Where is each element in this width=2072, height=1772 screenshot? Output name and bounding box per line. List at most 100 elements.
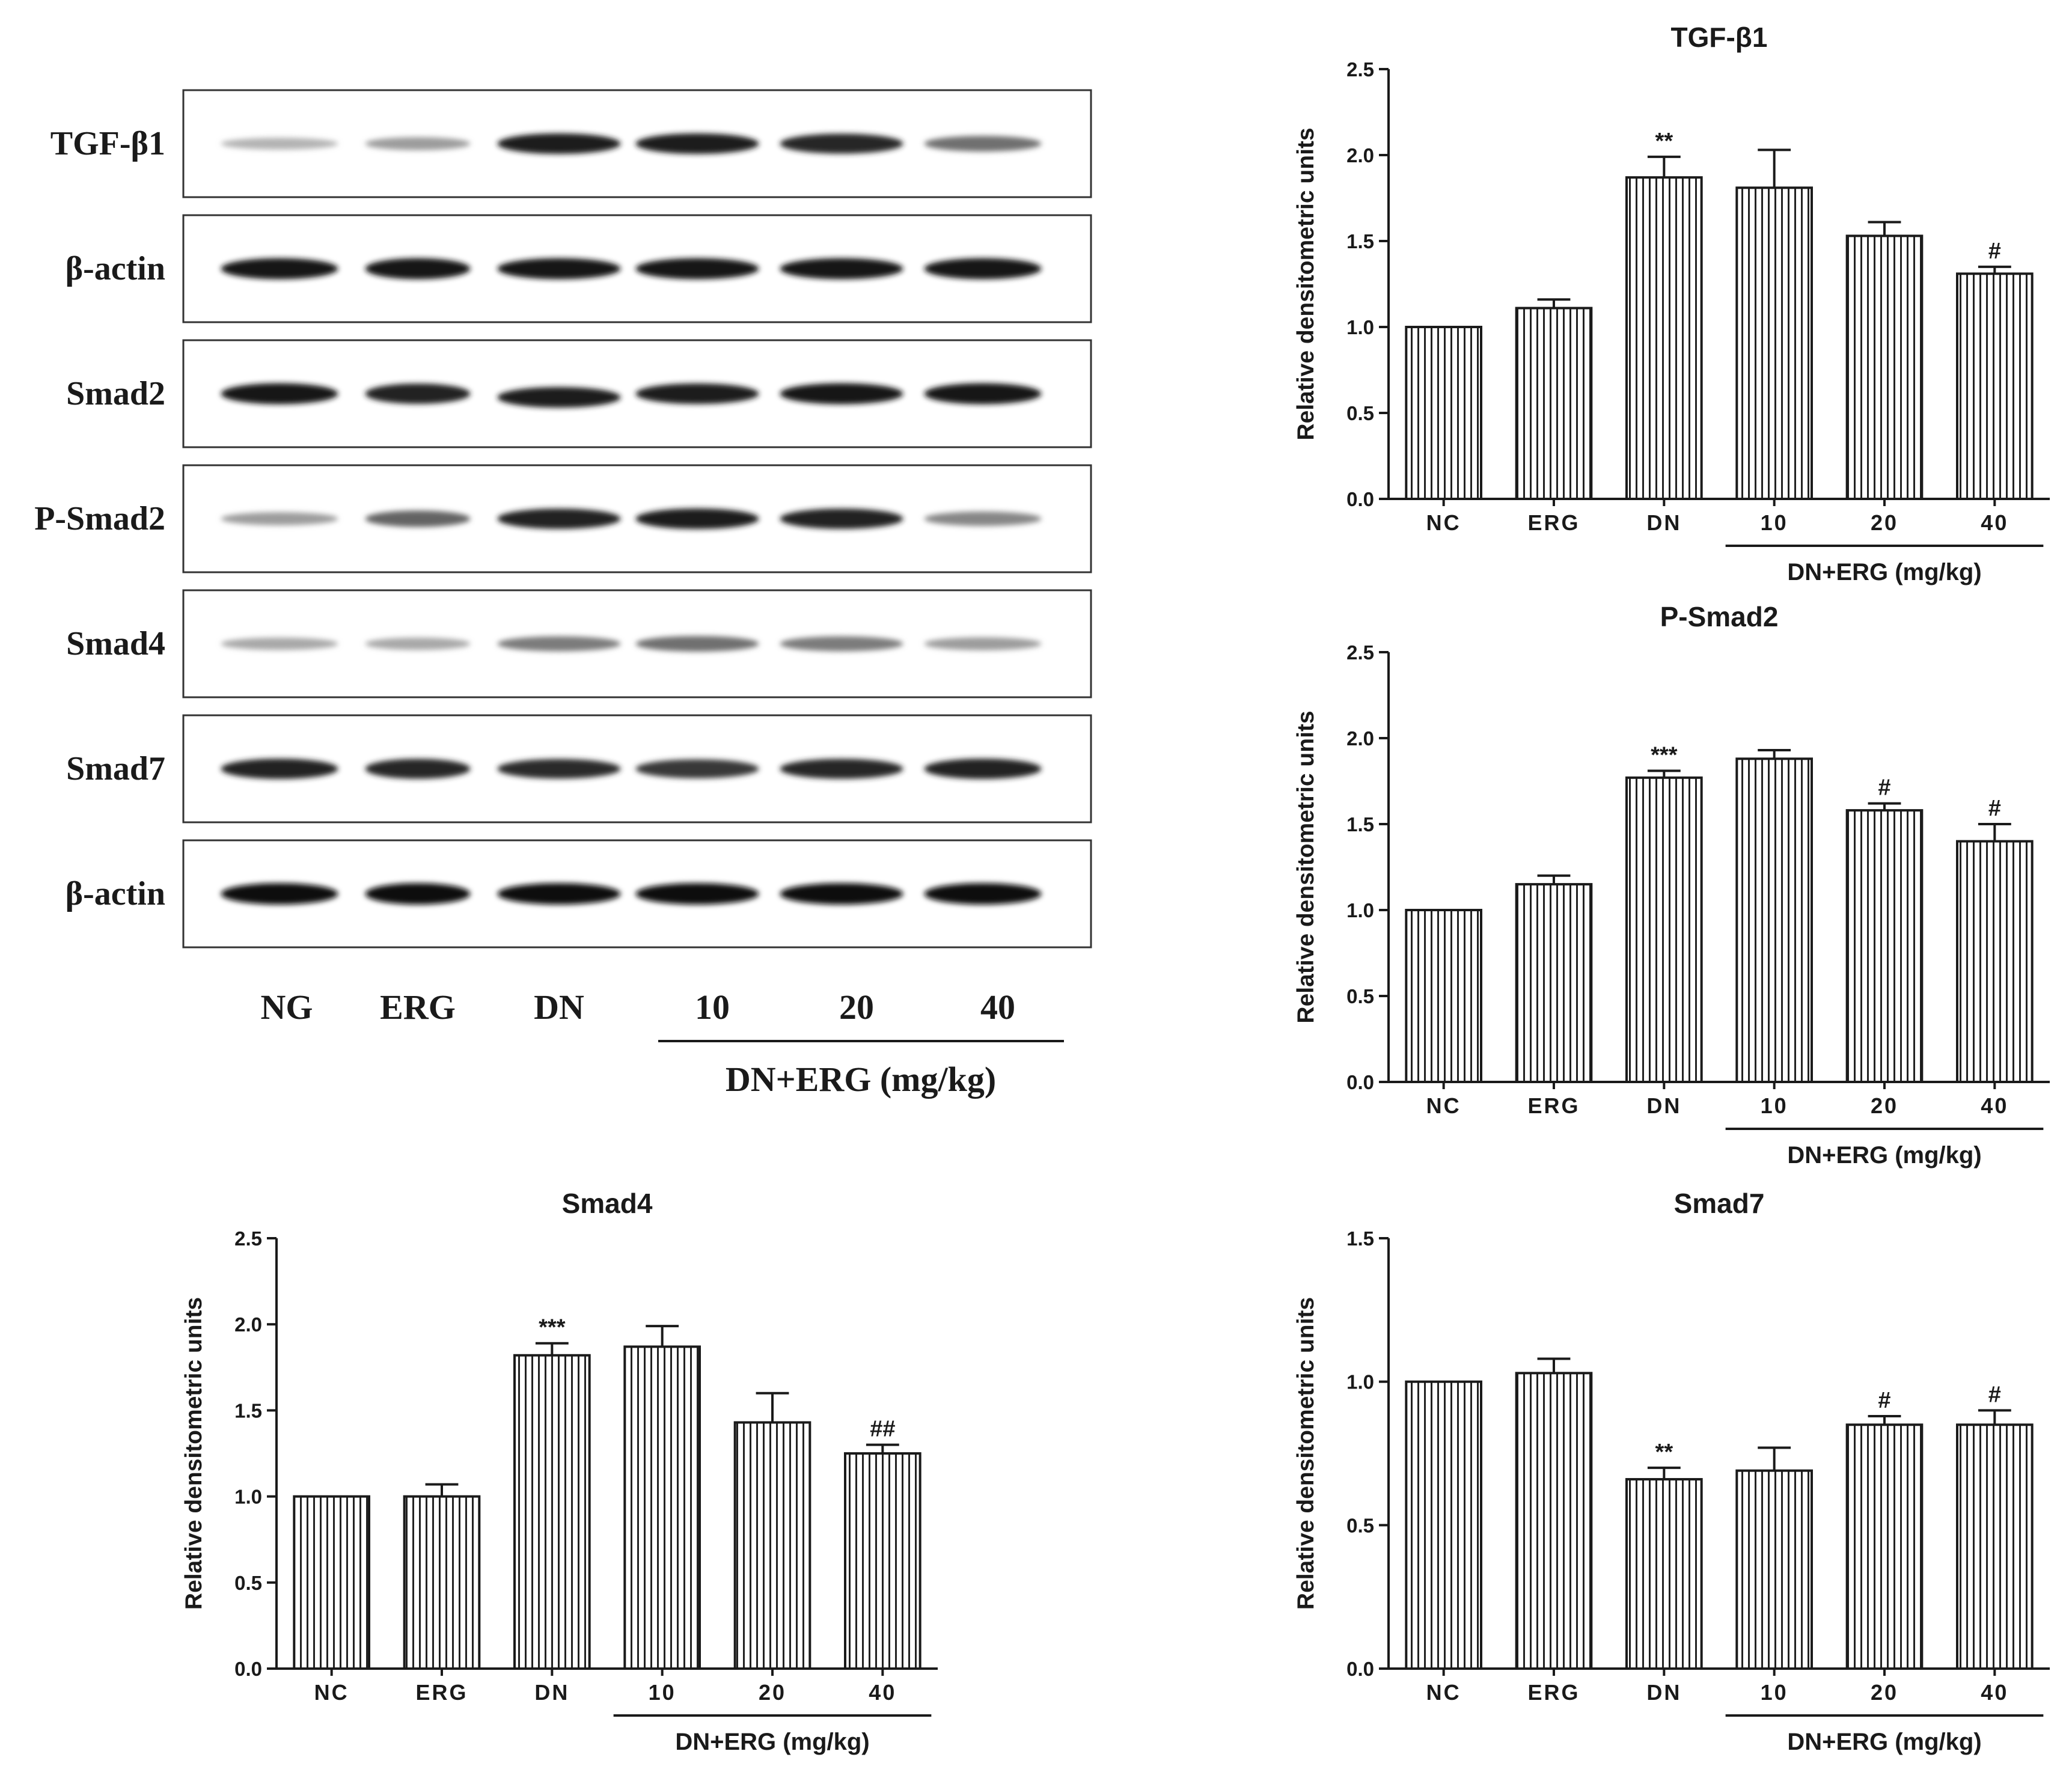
bar-dn [1625,776,1703,1084]
blot-band [635,759,759,778]
x-tick-label: ERG [1527,1680,1580,1705]
blot-band [221,258,338,280]
x-tick-label: DN [534,1680,569,1705]
x-tick-label: NC [1426,1093,1461,1118]
chart-tgf-beta1: TGF-β1 0.0 0.5 1.0 1.5 2.0 2.5 Relative densito… [1293,22,2050,585]
x-tick-label: ERG [415,1680,468,1705]
chart-smad4: Smad4 0.0 0.5 1.0 1.5 2.0 2.5 Relative densitom… [181,1188,938,1755]
y-tick-label: 1.0 [234,1486,262,1508]
y-tick-label: 0.5 [1346,985,1374,1007]
y-axis-label: Relative densitometric units [1293,1297,1319,1610]
y-tick-label: 1.0 [1346,899,1374,921]
blot-lane-label: 40 [980,988,1015,1027]
blot-row-label: P-Smad2 [34,500,165,537]
x-tick-label: 10 [649,1680,676,1705]
blot-band [221,383,338,405]
blot-band [635,258,759,280]
significance-mark: # [1988,796,2001,821]
bar-dn [513,1354,591,1670]
blot-band [221,138,338,150]
y-tick-label: 1.0 [1346,1371,1374,1393]
y-tick-label: 2.0 [234,1313,262,1336]
blot-row-label: TGF-β1 [50,125,165,162]
blot-band [365,759,471,779]
significance-mark: *** [1651,742,1678,768]
y-tick-label: 0.0 [1346,488,1374,510]
blot-band [497,133,621,154]
significance-mark: *** [539,1315,566,1340]
blot-band [924,383,1042,405]
bar-nc [1405,909,1482,1083]
x-tick-label: 40 [1981,1093,2008,1118]
y-tick-label: 0.0 [234,1658,262,1680]
bar-40 [844,1452,921,1670]
y-tick-label: 0.5 [234,1572,262,1594]
x-tick-label: ERG [1527,510,1580,535]
chart-smad7: Smad7 0.0 0.5 1.0 1.5 Relative densitometric … [1293,1188,2050,1755]
group-label: DN+ERG (mg/kg) [1787,559,1981,585]
significance-mark: ** [1655,129,1673,154]
chart-title: TGF-β1 [1671,22,1768,53]
blot-band [497,386,621,408]
blot-band [780,759,903,779]
y-tick-label: 1.5 [1346,230,1374,252]
blot-band [924,759,1042,779]
x-tick-label: NC [314,1680,349,1705]
x-tick-label: 40 [1981,1680,2008,1705]
blot-band [635,883,759,905]
blot-band [497,759,621,779]
bar-nc [1405,1380,1482,1670]
x-tick-label: 10 [1761,1093,1788,1118]
significance-mark: # [1878,775,1890,801]
x-tick-label: 20 [1871,1680,1898,1705]
y-tick-label: 0.5 [1346,402,1374,424]
y-tick-label: 0.0 [1346,1071,1374,1093]
bar-40 [1956,272,2034,500]
y-tick-label: 2.0 [1346,727,1374,750]
x-tick-label: NC [1426,1680,1461,1705]
blot-group-label: DN+ERG (mg/kg) [726,1060,996,1099]
x-tick-label: ERG [1527,1093,1580,1118]
y-tick-label: 1.5 [1346,1227,1374,1250]
bar-20 [1845,809,1924,1083]
chart-p-smad2: P-Smad2 0.0 0.5 1.0 1.5 2.0 2.5 Relative densit… [1293,601,2050,1169]
western-blot-panel: TGF-β1 β-actin Smad2 P-Smad2 Smad4 Smad7 β-act… [34,89,1092,1099]
bar-dn [1625,176,1703,500]
x-tick-label: DN [1646,1680,1681,1705]
blot-band [780,509,903,529]
blot-band [780,383,903,405]
blot-band [365,883,471,905]
blot-lane-label: NG [261,988,313,1027]
blot-lane-label: 10 [695,988,730,1027]
bar-dn [1625,1477,1703,1670]
bar-40 [1956,840,2034,1083]
bar-erg [1515,307,1593,500]
blot-row-label: β-actin [66,250,165,287]
blot-lane-label: 20 [839,988,874,1027]
bar-20 [1845,234,1924,500]
blot-band [221,512,338,525]
x-tick-label: NC [1426,510,1461,535]
x-tick-label: DN [1646,510,1681,535]
blot-band [365,637,471,650]
blot-row-label: β-actin [66,875,165,912]
blot-lane-label: ERG [380,988,456,1027]
group-label: DN+ERG (mg/kg) [675,1729,869,1755]
y-tick-label: 0.0 [1346,1658,1374,1680]
blot-band [924,512,1042,526]
significance-mark: # [1988,239,2001,264]
blot-band [497,636,621,652]
bar-20 [733,1421,811,1670]
bar-10 [1735,757,1813,1083]
chart-title: Smad4 [562,1188,653,1219]
blot-band [365,383,471,404]
bar-10 [1735,1469,1813,1670]
bar-nc [1405,326,1482,500]
blot-band [635,383,759,405]
blot-band [924,637,1042,650]
y-tick-label: 1.5 [234,1399,262,1422]
y-tick-label: 2.5 [1346,641,1374,664]
significance-mark: # [1878,1388,1890,1413]
bar-40 [1956,1423,2034,1670]
